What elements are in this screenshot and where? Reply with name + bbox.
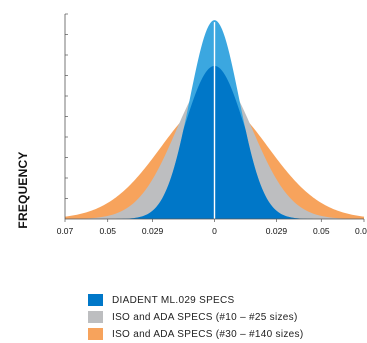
x-axis-ticks bbox=[64, 219, 365, 222]
y-axis-ticks bbox=[65, 13, 68, 199]
legend-swatch-iso-30-140 bbox=[88, 328, 103, 340]
legend-item-iso-30-140: ISO and ADA SPECS (#30 – #140 sizes) bbox=[88, 326, 303, 342]
x-tick-label: 0.05 bbox=[313, 226, 330, 236]
x-axis-tick-labels: 0.07 0.05 0.029 0 0.029 0.05 0.0 bbox=[57, 226, 367, 236]
distribution-areas bbox=[65, 20, 364, 220]
x-tick-label: 0.07 bbox=[57, 226, 74, 236]
legend: DIADENT ML.029 SPECS ISO and ADA SPECS (… bbox=[88, 292, 303, 343]
x-tick-label: 0.029 bbox=[142, 226, 164, 236]
x-tick-label: 0.05 bbox=[99, 226, 116, 236]
x-tick-label: 0 bbox=[212, 226, 217, 236]
y-axis-label: FREQUENCY bbox=[16, 151, 30, 229]
legend-item-diadent: DIADENT ML.029 SPECS bbox=[88, 292, 303, 308]
bell-curve-chart: 0.07 0.05 0.029 0 0.029 0.05 0.0 bbox=[57, 13, 367, 236]
legend-swatch-iso-10-25 bbox=[88, 311, 103, 323]
legend-label-diadent: DIADENT ML.029 SPECS bbox=[112, 294, 235, 306]
legend-item-iso-10-25: ISO and ADA SPECS (#10 – #25 sizes) bbox=[88, 309, 303, 325]
legend-swatch-diadent bbox=[88, 294, 103, 306]
legend-label-iso-30-140: ISO and ADA SPECS (#30 – #140 sizes) bbox=[112, 328, 304, 340]
x-tick-label: 0.0 bbox=[355, 226, 367, 236]
x-tick-label: 0.029 bbox=[266, 226, 288, 236]
legend-label-iso-10-25: ISO and ADA SPECS (#10 – #25 sizes) bbox=[112, 311, 298, 323]
